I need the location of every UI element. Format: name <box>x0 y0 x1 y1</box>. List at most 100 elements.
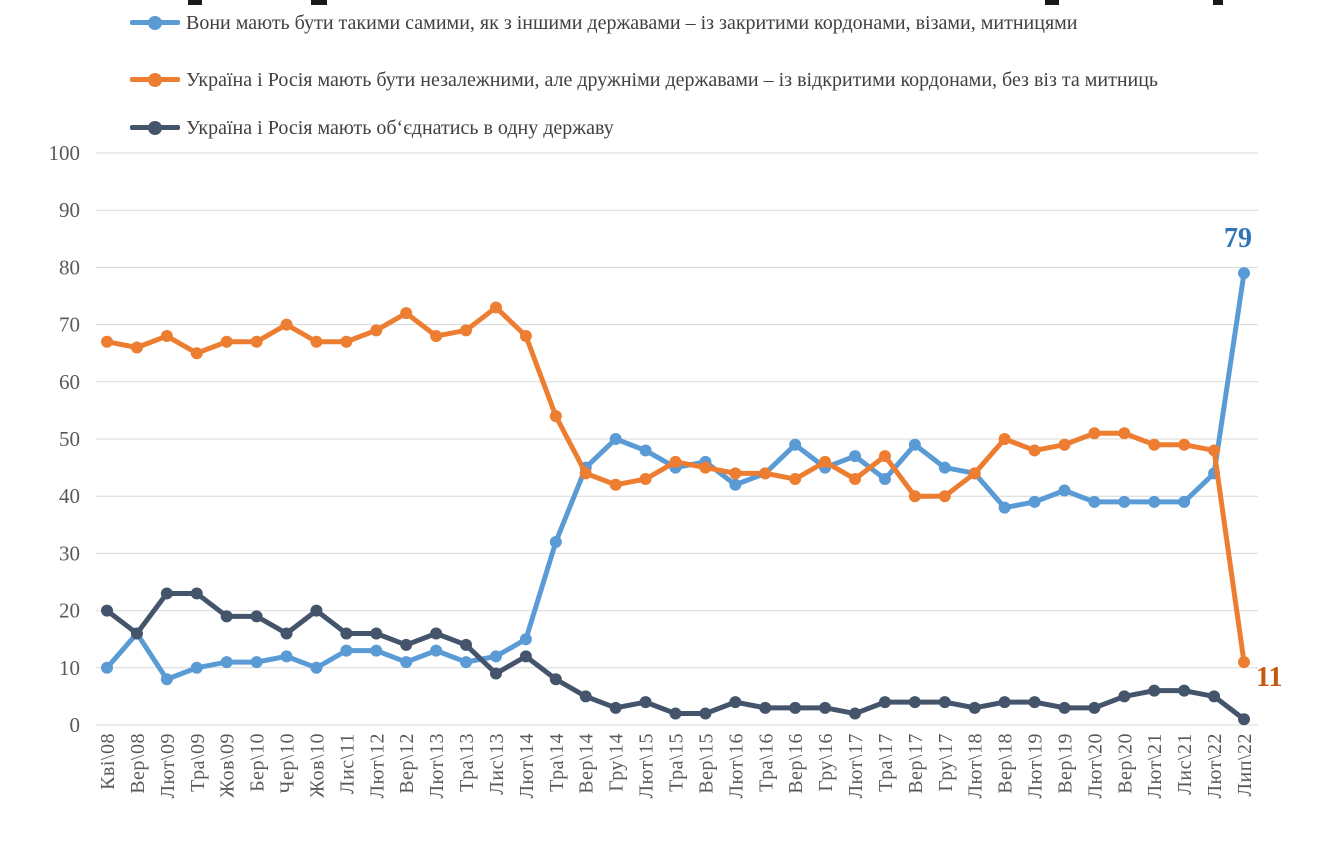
data-point <box>908 490 921 503</box>
x-tick-label: Вер\20 <box>1114 733 1136 794</box>
data-point <box>220 656 233 669</box>
data-point <box>1148 438 1161 451</box>
data-point <box>1058 701 1071 714</box>
data-point <box>789 438 802 451</box>
data-point <box>1088 495 1101 508</box>
x-tick-label: Лют\09 <box>157 733 179 799</box>
data-point <box>280 627 293 640</box>
data-point <box>789 701 802 714</box>
x-tick-label: Тра\13 <box>456 733 478 792</box>
y-tick-label: 70 <box>59 313 80 337</box>
x-tick-label: Лют\22 <box>1204 733 1226 799</box>
y-tick-label: 100 <box>49 141 81 165</box>
x-tick-label: Гру\16 <box>815 733 837 792</box>
x-tick-label: Лют\15 <box>636 733 658 799</box>
data-point <box>489 650 502 663</box>
x-tick-label: Тра\15 <box>665 733 687 792</box>
data-point <box>1237 713 1250 726</box>
data-point <box>489 667 502 680</box>
y-tick-label: 60 <box>59 370 80 394</box>
data-point <box>549 535 562 548</box>
data-point <box>878 473 891 486</box>
series-independent-friendly <box>101 301 1250 669</box>
data-point <box>220 610 233 623</box>
legend-item-independent-friendly: Україна і Росія мають бути незалежними, … <box>130 67 1158 93</box>
data-point <box>430 644 443 657</box>
data-point <box>101 335 113 348</box>
data-point <box>759 467 772 480</box>
data-point <box>579 690 592 703</box>
data-point <box>729 478 742 491</box>
data-point <box>1088 701 1101 714</box>
data-point <box>1237 656 1250 669</box>
data-point <box>1028 444 1041 457</box>
legend-item-unite-into-one-state: Україна і Росія мають об‘єднатись в одну… <box>130 115 614 141</box>
data-point <box>160 673 173 686</box>
data-point <box>340 644 353 657</box>
y-tick-label: 40 <box>59 484 80 508</box>
x-tick-label: Лют\16 <box>725 733 747 799</box>
x-tick-label: Гру\17 <box>935 733 957 792</box>
data-point <box>1058 484 1071 497</box>
data-point <box>460 656 473 669</box>
data-point <box>729 696 742 709</box>
data-point <box>1148 495 1161 508</box>
data-point <box>250 335 263 348</box>
data-point <box>938 490 951 503</box>
data-point <box>310 661 323 674</box>
data-point <box>759 701 772 714</box>
x-tick-label: Лис\13 <box>486 733 508 795</box>
data-point <box>101 604 113 617</box>
x-tick-label: Чер\10 <box>277 733 299 793</box>
x-tick-label: Лис\21 <box>1174 733 1196 795</box>
data-point <box>340 335 353 348</box>
x-tick-label: Гру\14 <box>606 733 628 792</box>
data-point <box>190 347 203 360</box>
x-tick-label: Жов\09 <box>217 733 239 798</box>
y-tick-label: 20 <box>59 599 80 623</box>
data-point <box>1178 684 1191 697</box>
x-tick-label: Тра\09 <box>187 733 209 792</box>
data-point <box>819 701 832 714</box>
data-point <box>849 707 862 720</box>
data-point <box>310 604 323 617</box>
data-point <box>101 661 113 674</box>
data-point <box>609 701 622 714</box>
data-point <box>998 696 1011 709</box>
data-point <box>280 650 293 663</box>
data-point <box>400 638 413 651</box>
data-point <box>1148 684 1161 697</box>
x-tick-label: Вер\14 <box>576 733 598 794</box>
data-point <box>938 696 951 709</box>
data-point <box>789 473 802 486</box>
data-point <box>639 444 652 457</box>
data-point <box>130 341 143 354</box>
data-point <box>1178 438 1191 451</box>
data-point <box>878 696 891 709</box>
legend-line-marker-icon <box>130 115 180 141</box>
x-tick-label: Вер\16 <box>785 733 807 794</box>
data-point <box>968 467 981 480</box>
data-point <box>938 461 951 474</box>
data-point <box>1028 696 1041 709</box>
data-point <box>250 610 263 623</box>
data-point <box>1118 690 1131 703</box>
data-point <box>130 627 143 640</box>
data-label-79: 79 <box>1224 223 1252 254</box>
data-point <box>849 450 862 463</box>
y-tick-label: 0 <box>70 713 81 737</box>
data-point <box>1088 427 1101 440</box>
y-tick-label: 50 <box>59 427 80 451</box>
data-point <box>998 501 1011 514</box>
legend-label: Україна і Росія мають об‘єднатись в одну… <box>186 117 614 139</box>
x-tick-label: Лют\21 <box>1144 733 1166 799</box>
data-point <box>400 307 413 320</box>
title-fragment <box>311 0 327 5</box>
data-point <box>968 701 981 714</box>
title-fragment <box>188 0 202 5</box>
data-point <box>280 318 293 331</box>
x-tick-label: Вер\18 <box>995 733 1017 794</box>
data-point <box>729 467 742 480</box>
